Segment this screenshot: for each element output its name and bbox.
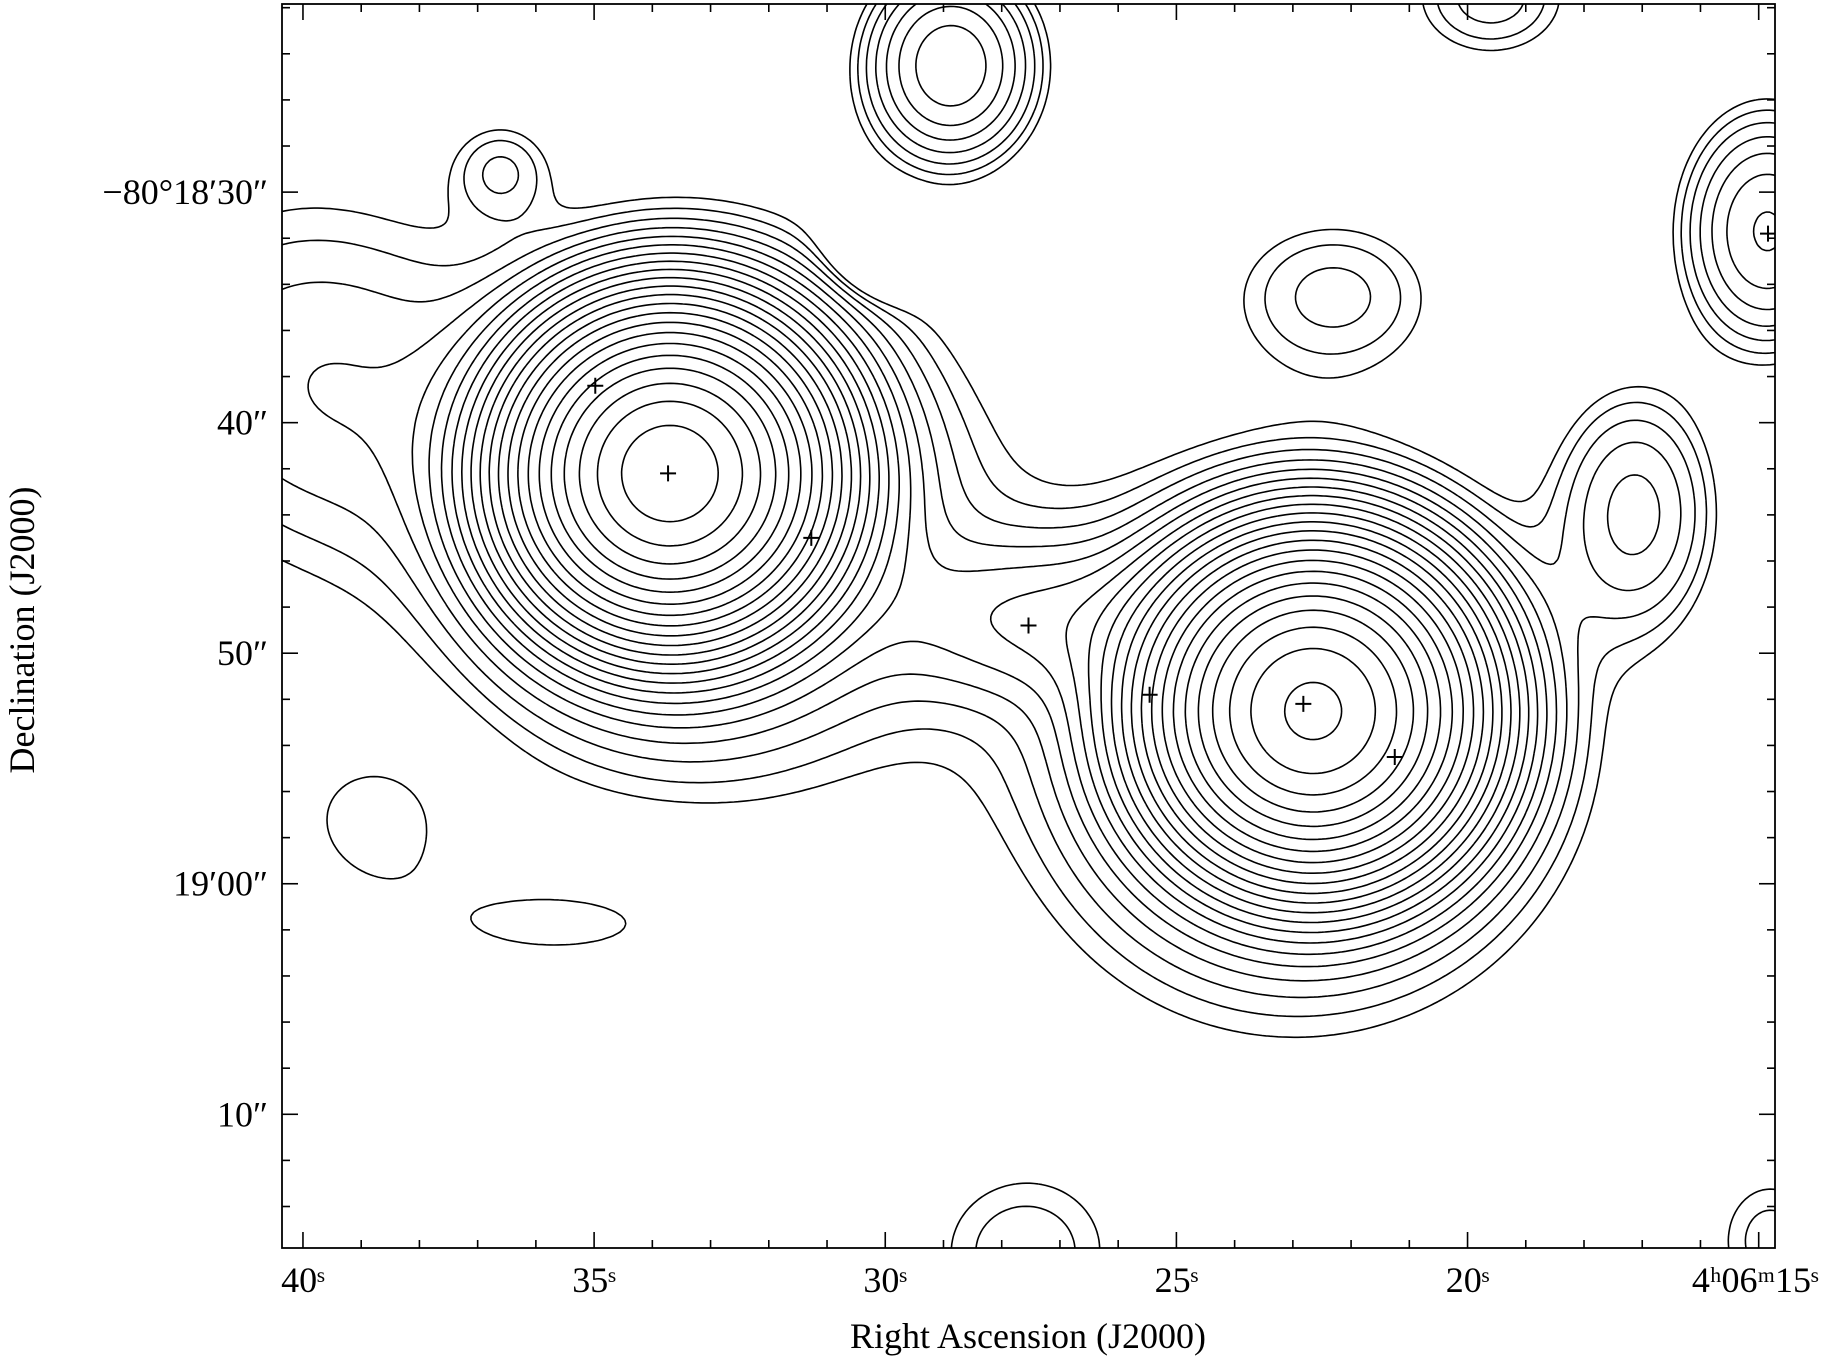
x-tick-label: 30ˢ xyxy=(863,1260,907,1300)
contour-line xyxy=(451,260,1530,934)
y-tick-label: 19′00″ xyxy=(173,864,268,904)
x-tick-label: 20ˢ xyxy=(1446,1260,1490,1300)
x-axis-title: Right Ascension (J2000) xyxy=(850,1316,1206,1356)
x-tick-label: 4ʰ06ᵐ15ˢ xyxy=(1692,1260,1819,1300)
contour-line xyxy=(507,311,1475,874)
contour-line xyxy=(596,400,1377,775)
axes: 40ˢ 35ˢ 30ˢ 25ˢ 20ˢ 4ʰ06ᵐ15ˢ −80°18′30″ 40″ 50″ 1… xyxy=(102,3,1819,1300)
contour-line xyxy=(282,4,1775,999)
contour-line xyxy=(563,367,1415,813)
contour-line xyxy=(578,382,1398,796)
source-marker xyxy=(1141,686,1158,703)
contour-line xyxy=(497,302,1485,885)
source-marker xyxy=(1295,695,1312,712)
contour-line xyxy=(517,321,1464,864)
contour-line xyxy=(527,331,1454,853)
source-marker xyxy=(660,465,677,482)
x-tick-label: 25ˢ xyxy=(1155,1260,1199,1300)
source-marker xyxy=(1760,225,1775,242)
contour-line xyxy=(307,4,1775,982)
contour-line xyxy=(620,424,1343,741)
y-axis-title: Declination (J2000) xyxy=(2,487,42,774)
y-tick-label: 10″ xyxy=(217,1094,268,1134)
y-tick-label: 50″ xyxy=(217,633,268,673)
contour-line xyxy=(428,5,1775,956)
contour-line xyxy=(282,4,1775,1248)
plot-frame xyxy=(281,3,1776,1249)
contour-line xyxy=(326,775,627,946)
contour-line xyxy=(538,342,1442,841)
contour-line xyxy=(411,4,1775,968)
contour-line xyxy=(282,4,1775,1248)
x-tick-label: 35ˢ xyxy=(572,1260,616,1300)
source-marker xyxy=(1020,617,1037,634)
x-tick-label: 40ˢ xyxy=(281,1260,325,1300)
contour-line xyxy=(479,285,1503,904)
contour-line xyxy=(470,276,1512,914)
y-tick-label: 40″ xyxy=(217,403,268,443)
contour-line xyxy=(488,293,1494,895)
contour-line xyxy=(440,24,1775,944)
source-marker xyxy=(587,377,604,394)
y-tick-label: −80°18′30″ xyxy=(102,172,268,212)
contour-line xyxy=(461,268,1521,924)
source-marker xyxy=(1386,748,1403,765)
contour-layer xyxy=(282,4,1775,1248)
source-marker xyxy=(803,529,820,546)
